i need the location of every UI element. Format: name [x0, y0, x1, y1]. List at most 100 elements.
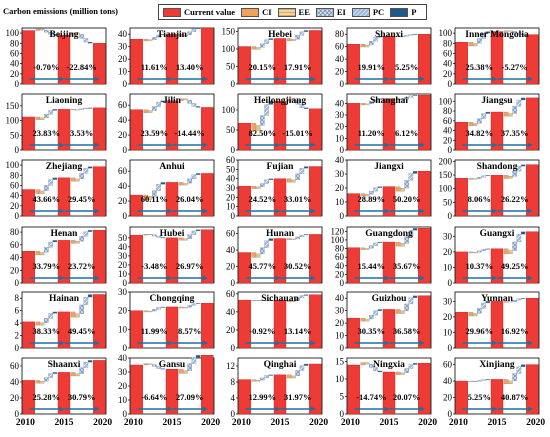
- step-EI: [477, 250, 482, 253]
- step-EI: [404, 35, 409, 37]
- change-label: 33.79%: [33, 261, 61, 271]
- step-CI: [360, 247, 366, 250]
- step-PC: [156, 184, 161, 191]
- bar-current-2010: [455, 312, 468, 349]
- panel-title: Hebei: [268, 30, 292, 40]
- step-PC: [48, 241, 53, 248]
- step-CI: [468, 380, 474, 382]
- bar-current-2020: [418, 295, 431, 349]
- step-EI: [152, 190, 157, 197]
- bar-current-2015: [57, 311, 71, 349]
- step-PC: [48, 110, 53, 115]
- y-tick-label: 12: [226, 361, 235, 371]
- y-tick-label: 30: [118, 42, 128, 52]
- step-EE: [364, 103, 370, 106]
- change-label: 23.72%: [68, 261, 96, 271]
- bar-current-2010: [238, 185, 251, 217]
- step-P: [52, 109, 58, 111]
- step-EI: [260, 377, 265, 381]
- step-P: [52, 177, 58, 180]
- step-EI: [187, 99, 192, 104]
- bar-current-2020: [418, 363, 431, 415]
- change-label: 20.15%: [249, 62, 277, 72]
- step-P: [485, 31, 491, 34]
- y-tick-label: 100: [6, 28, 20, 38]
- panel-shanxi: 0 20 40 60 80 19.91% 5.25% Shanxi: [335, 27, 432, 89]
- step-EI: [404, 236, 409, 244]
- step-EI: [477, 118, 482, 124]
- step-P: [87, 107, 93, 109]
- y-tick-label: 0: [15, 211, 20, 221]
- y-tick-label: 100: [6, 160, 20, 170]
- bar-current-2010: [347, 247, 360, 284]
- change-label: 60.11%: [141, 194, 168, 204]
- step-EI: [404, 368, 409, 374]
- step-P: [160, 34, 166, 36]
- panel-hebei: 0 50 100 150 20.15% 17.91% Hebei: [222, 27, 323, 89]
- step-EE: [255, 379, 261, 382]
- y-tick-label: 150: [6, 101, 20, 111]
- step-CI: [395, 241, 401, 247]
- step-PC: [516, 166, 522, 172]
- step-PC: [373, 367, 378, 372]
- change-label: -5.27%: [502, 62, 528, 72]
- step-P: [268, 101, 274, 105]
- x-tick-label: 2015: [271, 418, 290, 428]
- step-EI: [369, 191, 374, 195]
- change-label: 45.77%: [249, 261, 277, 271]
- step-P: [195, 173, 201, 175]
- step-PC: [373, 187, 378, 192]
- y-tick-label: 80: [10, 227, 20, 237]
- y-tick-label: 40: [10, 377, 20, 387]
- step-P: [377, 186, 383, 188]
- change-label: 30.35%: [358, 326, 386, 336]
- panel-title: Sichauan: [261, 294, 299, 304]
- panel-title: Guangxi: [480, 229, 515, 239]
- y-tick-label: 80: [443, 106, 453, 116]
- change-label: 25.38%: [466, 62, 494, 72]
- step-PC: [264, 375, 269, 379]
- step-P: [87, 360, 93, 363]
- y-tick-label: 80: [335, 244, 345, 254]
- bar-current-2015: [273, 374, 287, 415]
- step-EI: [477, 380, 482, 382]
- panel-liaoning: 0 50 100 150 23.83% 3.53% Liaoning: [6, 93, 107, 155]
- y-tick-label: 20: [443, 69, 453, 79]
- y-tick-label: 10: [335, 133, 345, 143]
- step-P: [195, 355, 201, 358]
- bar-current-2010: [455, 122, 468, 151]
- step-CI: [70, 372, 76, 377]
- y-tick-label: 40: [118, 29, 128, 39]
- step-EI: [152, 106, 157, 111]
- step-PC: [156, 235, 161, 238]
- step-P: [412, 171, 418, 174]
- step-P: [87, 166, 93, 169]
- step-EE: [508, 113, 513, 117]
- step-EE: [147, 234, 153, 236]
- y-tick-label: 10: [335, 331, 345, 341]
- panel-henan: 0 20 40 60 80 33.79% 23.72% Henan: [10, 226, 107, 288]
- step-EI: [512, 31, 517, 33]
- change-label: 29.45%: [68, 194, 96, 204]
- step-PC: [83, 362, 89, 368]
- step-EE: [472, 381, 478, 382]
- y-tick-label: 20: [118, 306, 128, 316]
- step-PC: [299, 365, 305, 371]
- x-tick-label: 2010: [341, 418, 360, 428]
- y-tick-label: 0: [15, 145, 20, 155]
- step-P: [520, 34, 526, 35]
- step-EE: [255, 47, 261, 50]
- change-label: 8.06%: [468, 194, 491, 204]
- step-PC: [373, 310, 378, 316]
- step-CI: [70, 311, 76, 318]
- y-tick-label: 20: [226, 192, 236, 202]
- bar-current-2015: [165, 237, 179, 284]
- step-EE: [400, 310, 405, 314]
- bar-current-2020: [526, 164, 539, 217]
- y-tick-label: 60: [443, 116, 453, 126]
- y-tick-label: 40: [443, 126, 453, 136]
- step-CI: [251, 379, 257, 382]
- y-tick-label: 0: [340, 278, 345, 288]
